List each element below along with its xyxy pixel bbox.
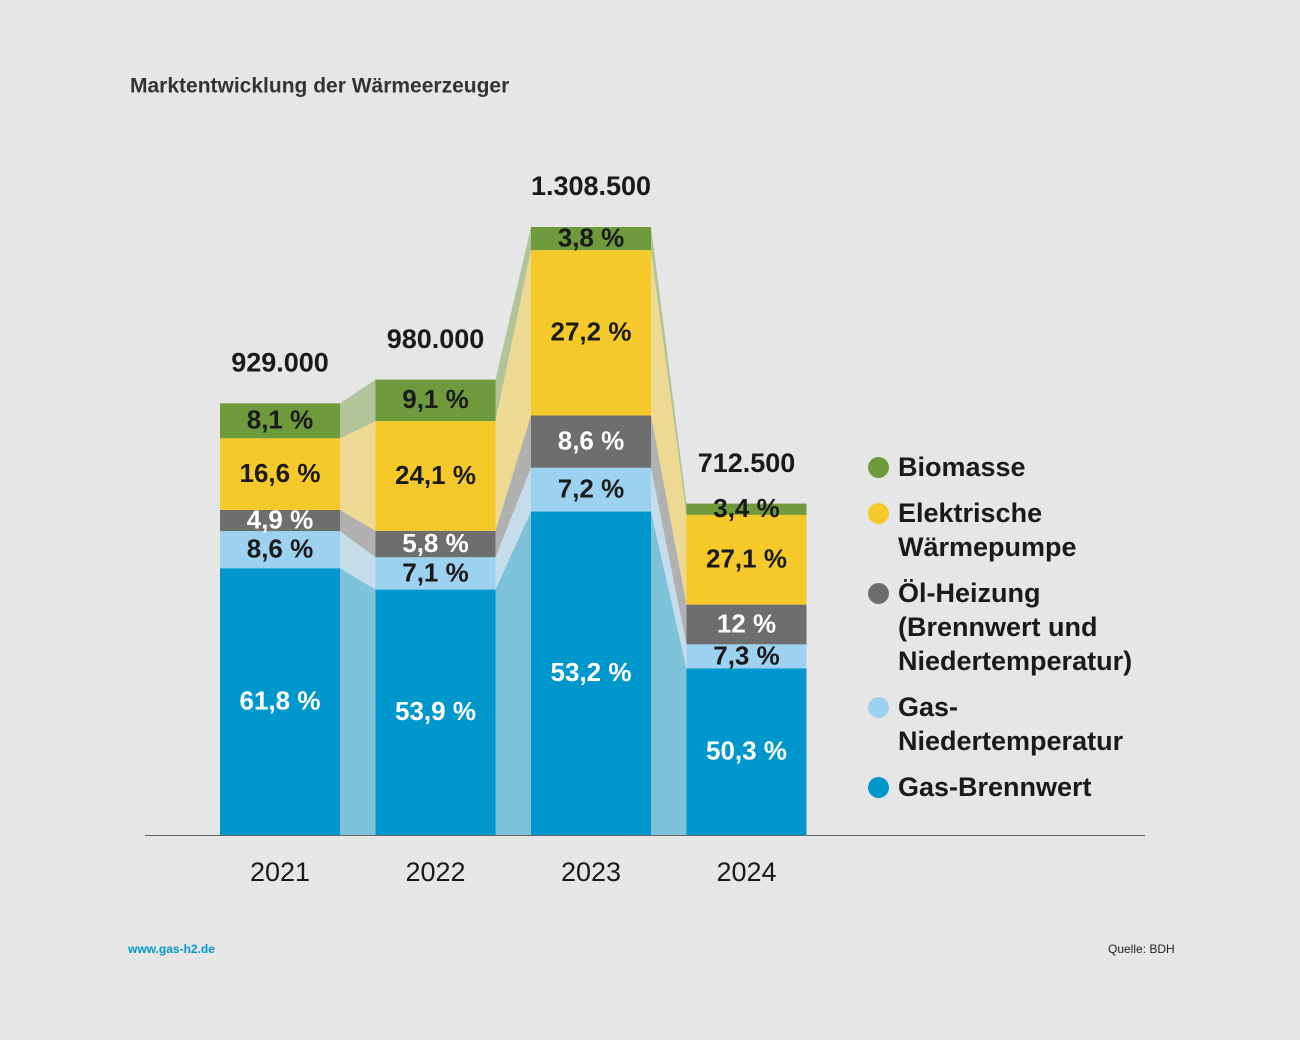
footer-source: Quelle: BDH: [1108, 942, 1175, 956]
connector: [340, 568, 376, 835]
legend-swatch: [868, 503, 889, 524]
bar-segment: [220, 568, 340, 835]
legend-label: Öl-Heizung (Brennwert und Niedertemperat…: [898, 578, 1133, 676]
legend-item: Öl-Heizung (Brennwert und Niedertemperat…: [868, 576, 1168, 678]
legend-label: Biomasse: [898, 452, 1026, 482]
data-label: 12 %: [717, 608, 776, 638]
data-label: 4,9 %: [247, 504, 314, 534]
data-label: 9,1 %: [402, 384, 469, 414]
labels: 61,8 %8,6 %4,9 %16,6 %8,1 %929.000202153…: [231, 171, 795, 887]
connector: [651, 250, 687, 605]
data-label: 8,1 %: [247, 405, 314, 435]
legend-label: Elektrische Wärmepumpe: [898, 498, 1077, 562]
bar-segment: [220, 403, 340, 439]
bar-segment: [686, 604, 807, 645]
data-label: 50,3 %: [706, 736, 787, 766]
x-tick-label: 2021: [250, 857, 310, 887]
connector: [340, 509, 376, 558]
bar-segment: [531, 227, 651, 251]
data-label: 24,1 %: [395, 460, 476, 490]
footer-url[interactable]: www.gas-h2.de: [128, 942, 215, 956]
legend-swatch: [868, 697, 889, 718]
bar-segment: [220, 531, 340, 569]
legend-label: Gas-Brennwert: [898, 772, 1092, 802]
data-label: 8,6 %: [558, 425, 625, 455]
connector: [495, 415, 531, 558]
legend-label: Gas-Niedertemperatur: [898, 692, 1124, 756]
legend-item: Biomasse: [868, 450, 1168, 484]
legend-swatch: [868, 457, 889, 478]
bar-segment: [531, 511, 651, 835]
total-label: 1.308.500: [531, 171, 651, 201]
bar-segment: [375, 589, 496, 835]
bar-segment: [531, 415, 651, 468]
data-label: 5,8 %: [402, 528, 469, 558]
connector: [340, 531, 376, 590]
data-label: 3,8 %: [558, 222, 625, 252]
data-label: 53,2 %: [551, 657, 632, 687]
data-label: 27,2 %: [551, 317, 632, 347]
data-label: 16,6 %: [240, 458, 321, 488]
x-tick-label: 2022: [405, 857, 465, 887]
x-tick-label: 2023: [561, 857, 621, 887]
connector: [340, 421, 376, 531]
connector: [495, 467, 531, 590]
data-label: 7,1 %: [402, 557, 469, 587]
data-label: 27,1 %: [706, 544, 787, 574]
bar-segment: [220, 509, 340, 532]
total-label: 712.500: [698, 448, 796, 478]
total-label: 929.000: [231, 347, 329, 377]
legend-item: Elektrische Wärmepumpe: [868, 496, 1168, 564]
data-label: 7,2 %: [558, 474, 625, 504]
data-label: 53,9 %: [395, 696, 476, 726]
bar-segment: [531, 467, 651, 512]
bar-segment: [686, 644, 807, 669]
bars: [220, 227, 807, 835]
connector: [340, 379, 376, 439]
connector: [651, 467, 687, 669]
bar-segment: [220, 438, 340, 510]
bar-segment: [531, 250, 651, 416]
legend-item: Gas-Niedertemperatur: [868, 690, 1168, 758]
x-tick-label: 2024: [716, 857, 776, 887]
data-label: 7,3 %: [713, 640, 780, 670]
legend: Biomasse Elektrische Wärmepumpe Öl-Heizung…: [868, 450, 1168, 816]
bar-segment: [686, 503, 807, 515]
data-label: 61,8 %: [240, 685, 321, 715]
legend-swatch: [868, 583, 889, 604]
connector: [651, 511, 687, 835]
bar-segment: [686, 514, 807, 605]
bar-segment: [375, 557, 496, 590]
data-label: 8,6 %: [247, 534, 314, 564]
data-label: 3,4 %: [713, 493, 780, 523]
bar-segment: [375, 530, 496, 558]
chart-title: Marktentwicklung der Wärmeerzeuger: [130, 75, 509, 98]
connector: [495, 227, 531, 422]
connector: [651, 227, 687, 515]
legend-item: Gas-Brennwert: [868, 770, 1168, 804]
legend-swatch: [868, 777, 889, 798]
total-label: 980.000: [387, 324, 485, 354]
bar-segment: [686, 668, 807, 835]
connector: [495, 250, 531, 531]
connector: [495, 511, 531, 835]
connector: [651, 415, 687, 645]
bar-segment: [375, 421, 496, 531]
bar-segment: [375, 379, 496, 422]
connectors: [340, 227, 687, 835]
